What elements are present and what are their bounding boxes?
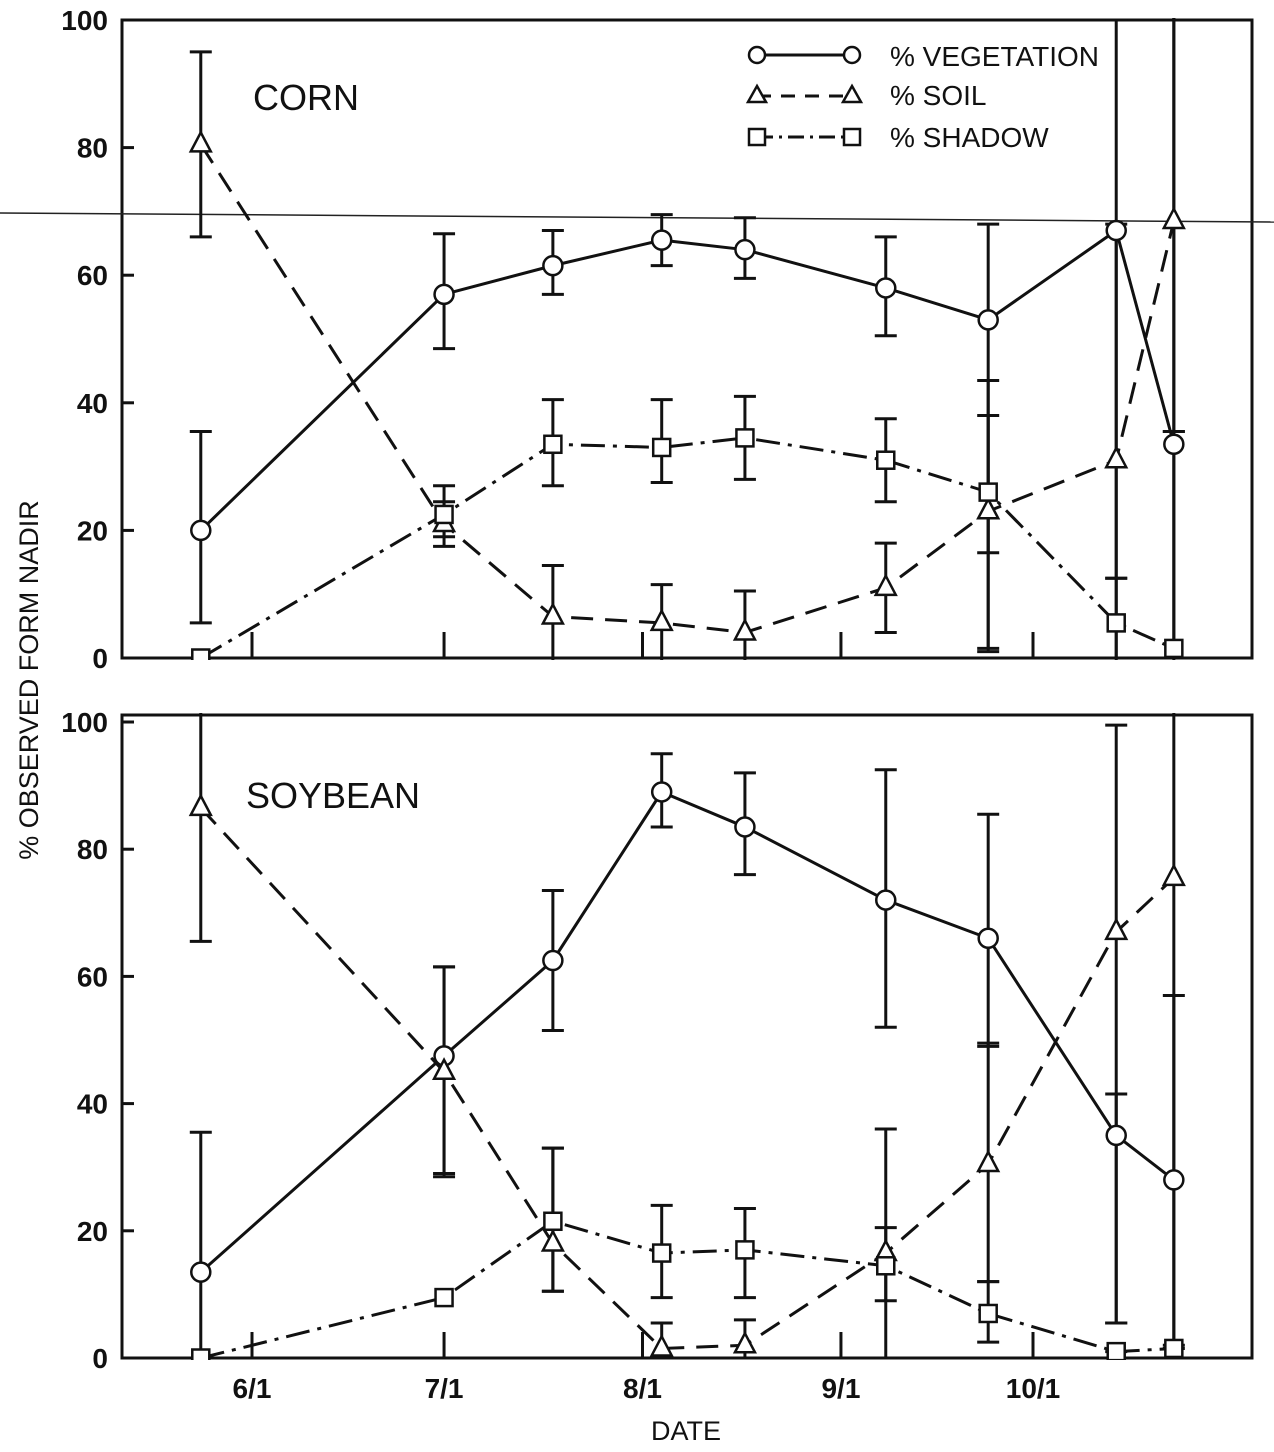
legend: % VEGETATION % SOIL % SHADOW [745, 41, 1099, 153]
corn-vegetation-point [650, 229, 673, 251]
legend-square-marker [747, 127, 767, 147]
legend-square-marker [842, 127, 862, 147]
legend-circle-marker [747, 45, 767, 65]
corn-shadow-point [651, 437, 672, 458]
legend-triangle-marker [745, 83, 769, 104]
soybean-vegetation-point [977, 927, 999, 949]
soybean-soil-point [540, 1228, 565, 1252]
corn-soil-point [540, 601, 565, 625]
soybean-soil-point [188, 793, 213, 817]
corn-vegetation-point [977, 309, 999, 331]
corn-shadow-point [735, 428, 755, 448]
soybean-y-tick-label: 20 [77, 1216, 108, 1247]
corn-vegetation-point [1105, 219, 1127, 242]
soybean-y-tick-label: 60 [77, 961, 108, 992]
corn-soil-point [976, 496, 1001, 520]
soybean-shadow-point [434, 1287, 454, 1308]
soybean-soil-point [1161, 863, 1186, 887]
soybean-y-tick-label: 40 [77, 1089, 108, 1120]
corn-y-tick-label: 100 [61, 5, 108, 36]
x-tick-label: 6/1 [233, 1373, 272, 1404]
soybean-vegetation-point [1105, 1124, 1127, 1147]
soybean-y-tick-label: 100 [61, 707, 108, 738]
corn-soil-point [649, 608, 674, 632]
y-axis-title: % OBSERVED FORM NADIR [14, 500, 44, 860]
corn-data-layer [188, 18, 1186, 660]
soybean-vegetation-series-line [199, 790, 1175, 1274]
legend-item-shadow: % SHADOW [747, 122, 1049, 153]
corn-vegetation-point [875, 277, 897, 299]
corn-y-tick-label: 40 [77, 388, 108, 419]
soybean-vegetation-point [542, 949, 564, 972]
soybean-vegetation-point [875, 889, 897, 911]
corn-y-tick-label: 20 [77, 515, 108, 546]
soybean-shadow-point [651, 1243, 672, 1263]
soybean-vegetation-point [190, 1261, 212, 1283]
corn-soil-point [732, 617, 757, 641]
axes-layer: 0 20 40 60 80 100 0 20 40 60 80 100 6/1 7/1 8/1 9/1 10/1 [61, 5, 1060, 1404]
soybean-vegetation-point [734, 816, 756, 838]
corn-soil-point [873, 573, 898, 597]
corn-vegetation-point [1163, 433, 1185, 456]
soybean-panel-label: SOYBEAN [246, 775, 420, 816]
soybean-shadow-series-line [200, 1219, 1174, 1360]
soybean-soil-point [1104, 917, 1129, 941]
corn-shadow-point [434, 504, 454, 525]
soybean-data-layer [188, 713, 1186, 1360]
corn-shadow-point [191, 648, 211, 660]
corn-soil-point [188, 129, 213, 153]
soybean-shadow-point [1164, 1338, 1184, 1359]
corn-vegetation-point [734, 238, 756, 261]
corn-shadow-point [978, 482, 998, 502]
corn-vegetation-series-line [199, 229, 1176, 532]
corn-shadow-point [876, 450, 896, 470]
corn-vegetation-point [542, 254, 564, 277]
legend-circle-marker [842, 45, 862, 65]
legend-triangle-marker [840, 83, 864, 104]
soybean-soil-point [431, 1057, 457, 1081]
soybean-vegetation-point [650, 781, 673, 803]
legend-item-vegetation: % VEGETATION [747, 41, 1099, 72]
corn-vegetation-point [433, 283, 455, 306]
corn-y-tick-label: 60 [77, 260, 108, 291]
soybean-plot-frame [120, 713, 1254, 1360]
x-tick-label: 7/1 [425, 1373, 464, 1404]
corn-soil-point [1104, 445, 1129, 469]
soybean-shadow-point [191, 1348, 211, 1360]
legend-item-soil: % SOIL [745, 80, 986, 111]
legend-vegetation-label: % VEGETATION [890, 41, 1099, 72]
soybean-shadow-point [1106, 1341, 1126, 1360]
corn-vegetation-point [190, 519, 212, 542]
soybean-shadow-point [735, 1240, 755, 1260]
scan-line-artifact [0, 212, 1274, 223]
corn-plot-frame [120, 18, 1254, 660]
soybean-shadow-point [876, 1256, 896, 1276]
soybean-soil-point [976, 1149, 1001, 1173]
corn-shadow-point [543, 434, 563, 455]
legend-shadow-label: % SHADOW [890, 122, 1049, 153]
corn-shadow-point [1106, 613, 1126, 633]
corn-shadow-point [1164, 638, 1184, 659]
x-tick-label: 10/1 [1006, 1373, 1061, 1404]
x-tick-label: 9/1 [821, 1373, 860, 1404]
corn-y-tick-label: 0 [92, 643, 108, 674]
corn-soil-point [1161, 206, 1186, 230]
soybean-y-tick-label: 80 [77, 834, 108, 865]
soybean-shadow-point [543, 1211, 563, 1232]
soybean-soil-point [649, 1333, 674, 1357]
corn-panel-label: CORN [253, 77, 359, 118]
x-axis-title: DATE [651, 1416, 721, 1446]
soybean-soil-point [732, 1330, 757, 1354]
soybean-y-tick-label: 0 [92, 1343, 108, 1374]
soybean-vegetation-point [1163, 1169, 1185, 1191]
soybean-shadow-point [978, 1303, 998, 1324]
corn-y-tick-label: 80 [77, 133, 108, 164]
x-tick-label: 8/1 [623, 1373, 662, 1404]
legend-soil-label: % SOIL [890, 80, 986, 111]
soybean-soil-series-line [199, 806, 1175, 1350]
